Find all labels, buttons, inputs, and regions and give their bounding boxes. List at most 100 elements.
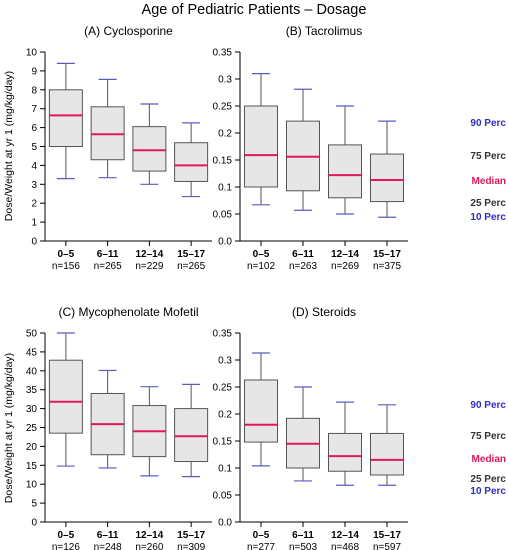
panel-title: (A) Cyclosporine	[84, 24, 173, 38]
sample-count-label: n=269	[331, 261, 360, 272]
y-tick-label: 4	[31, 161, 37, 172]
x-tick-label: 0–5	[58, 530, 75, 541]
sample-count-label: n=126	[52, 542, 81, 550]
sample-count-label: n=260	[135, 542, 164, 550]
y-tick-label: 1	[31, 218, 37, 229]
y-tick-label: 0.15	[213, 437, 233, 448]
legend-median-label: Median	[472, 454, 506, 465]
y-axis-label: Dose/Weight at yr 1 (mg/kg/day)	[3, 71, 15, 221]
chart-panel: (D) Steroids 0.0 0.05 0.1 0.15 0.2 0.25 0.3 0.35…	[213, 305, 408, 550]
x-tick-label: 15–17	[373, 530, 401, 541]
sample-count-label: n=597	[373, 542, 402, 550]
legend-p25-label: 25 Perc	[470, 474, 506, 485]
x-tick-label: 6–11	[292, 249, 314, 260]
y-tick-label: 7	[31, 104, 37, 115]
y-tick-label: 0.05	[213, 491, 233, 502]
panel-title: (B) Tacrolimus	[286, 24, 362, 38]
x-tick-label: 6–11	[97, 249, 119, 260]
y-tick-label: 10	[26, 48, 38, 59]
y-tick-label: 3	[31, 180, 37, 191]
sample-count-label: n=468	[331, 542, 360, 550]
y-tick-label: 0.2	[218, 129, 232, 140]
iqr-box	[48, 89, 83, 148]
x-tick-label: 12–14	[135, 530, 163, 541]
y-tick-label: 0.1	[218, 464, 232, 475]
y-tick-label: 0.05	[213, 210, 233, 221]
sample-count-label: n=309	[177, 542, 206, 550]
y-tick-label: 10	[26, 480, 38, 491]
iqr-box	[48, 359, 83, 434]
y-tick-label: 8	[31, 85, 37, 96]
sample-count-label: n=277	[247, 542, 276, 550]
y-tick-label: 0.35	[213, 48, 233, 59]
sample-count-label: n=229	[135, 261, 164, 272]
x-tick-label: 6–11	[292, 530, 314, 541]
x-tick-label: 0–5	[253, 530, 270, 541]
y-tick-label: 25	[26, 423, 38, 434]
x-tick-label: 15–17	[177, 249, 205, 260]
panel-title: (D) Steroids	[292, 305, 356, 319]
iqr-box	[174, 142, 209, 182]
sample-count-label: n=248	[94, 542, 123, 550]
y-tick-label: 0.2	[218, 410, 232, 421]
y-tick-label: 0	[31, 237, 37, 248]
sample-count-label: n=375	[373, 261, 402, 272]
legend-p10-label: 10 Perc	[470, 212, 506, 223]
iqr-box	[328, 144, 362, 199]
panel-title: (C) Mycophenolate Mofetil	[58, 305, 198, 319]
x-tick-label: 15–17	[373, 249, 401, 260]
chart-panel: (B) Tacrolimus 0.0 0.05 0.1 0.15 0.2 0.25 0.3 0.…	[213, 24, 408, 272]
y-tick-label: 0.3	[218, 75, 232, 86]
iqr-box	[244, 379, 278, 443]
y-tick-label: 0.0	[218, 237, 232, 248]
sample-count-label: n=265	[94, 261, 123, 272]
x-tick-label: 15–17	[177, 530, 205, 541]
x-tick-label: 12–14	[331, 249, 359, 260]
iqr-box	[174, 408, 209, 463]
legend-p90-label: 90 Perc	[470, 118, 506, 129]
y-tick-label: 0.3	[218, 356, 232, 367]
legend-p75-label: 75 Perc	[470, 151, 506, 162]
y-tick-label: 0.1	[218, 183, 232, 194]
y-tick-label: 45	[26, 347, 38, 358]
y-tick-label: 0.0	[218, 518, 232, 529]
y-tick-label: 15	[26, 461, 38, 472]
iqr-box	[370, 153, 404, 203]
chart-panel: (A) Cyclosporine Dose/Weight at yr 1 (mg/…	[3, 24, 212, 272]
y-tick-label: 50	[26, 329, 38, 340]
y-tick-label: 0.25	[213, 383, 233, 394]
sample-count-label: n=263	[289, 261, 318, 272]
sample-count-label: n=265	[177, 261, 206, 272]
y-tick-label: 40	[26, 366, 38, 377]
legend-p75-label: 75 Perc	[470, 431, 506, 442]
iqr-box	[132, 126, 167, 172]
chart-panel: (C) Mycophenolate Mofetil Dose/Weight at …	[3, 305, 212, 550]
x-tick-label: 12–14	[135, 249, 163, 260]
y-tick-label: 9	[31, 66, 37, 77]
x-tick-label: 6–11	[97, 530, 119, 541]
y-tick-label: 0.15	[213, 156, 233, 167]
legend-p25-label: 25 Perc	[470, 198, 506, 209]
legend-p90-label: 90 Perc	[470, 400, 506, 411]
sample-count-label: n=156	[52, 261, 81, 272]
legend-median-label: Median	[472, 176, 506, 187]
y-tick-label: 35	[26, 385, 38, 396]
sample-count-label: n=503	[289, 542, 318, 550]
y-tick-label: 5	[31, 142, 37, 153]
sample-count-label: n=102	[247, 261, 276, 272]
x-tick-label: 12–14	[331, 530, 359, 541]
figure-title: Age of Pediatric Patients – Dosage	[142, 2, 367, 18]
y-tick-label: 20	[26, 442, 38, 453]
x-tick-label: 0–5	[58, 249, 75, 260]
legend-p10-label: 10 Perc	[470, 486, 506, 497]
y-tick-label: 0	[31, 518, 37, 529]
iqr-box	[244, 105, 278, 188]
iqr-box	[328, 432, 362, 472]
y-tick-label: 30	[26, 404, 38, 415]
y-tick-label: 0.35	[213, 329, 233, 340]
x-tick-label: 0–5	[253, 249, 270, 260]
y-tick-label: 2	[31, 199, 37, 210]
